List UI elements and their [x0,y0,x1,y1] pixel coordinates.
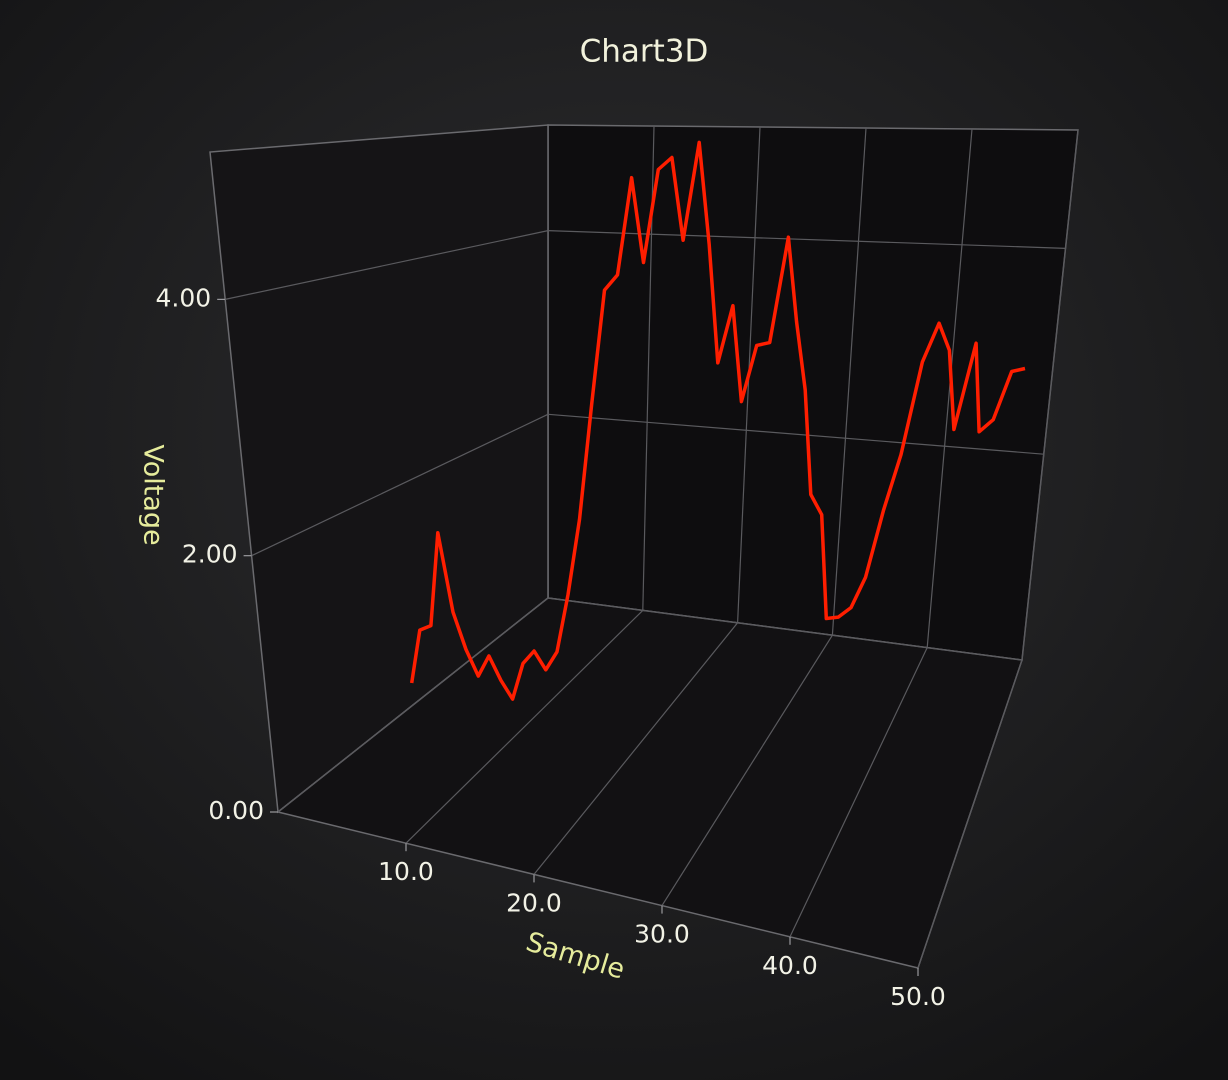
data-line [409,140,1026,701]
grid-line [251,413,549,557]
grid-line [831,127,867,636]
x-tick-label: 10.0 [378,857,434,886]
grid-line [533,622,739,875]
x-tick-label: 50.0 [890,982,946,1011]
x-tick-label: 40.0 [762,951,818,980]
grid-line [547,230,1066,249]
grid-line [1021,129,1079,661]
grid-line [405,609,644,844]
y-tick-label: 2.00 [182,540,238,569]
y-tick-label: 0.00 [208,796,264,825]
grid-line [661,634,833,906]
y-axis-title: Voltage [138,444,169,545]
grid-line [917,659,1023,969]
grid-line [225,230,549,300]
grid-line [547,413,1044,455]
x-tick-label: 20.0 [506,888,562,917]
chart-title: Chart3D [580,34,709,70]
grid-line [789,647,928,938]
x-tick-label: 30.0 [634,920,690,949]
grid-line [926,128,973,648]
grid-line [277,597,549,813]
y-tick-label: 4.00 [156,283,212,312]
grid-line [547,597,1023,661]
